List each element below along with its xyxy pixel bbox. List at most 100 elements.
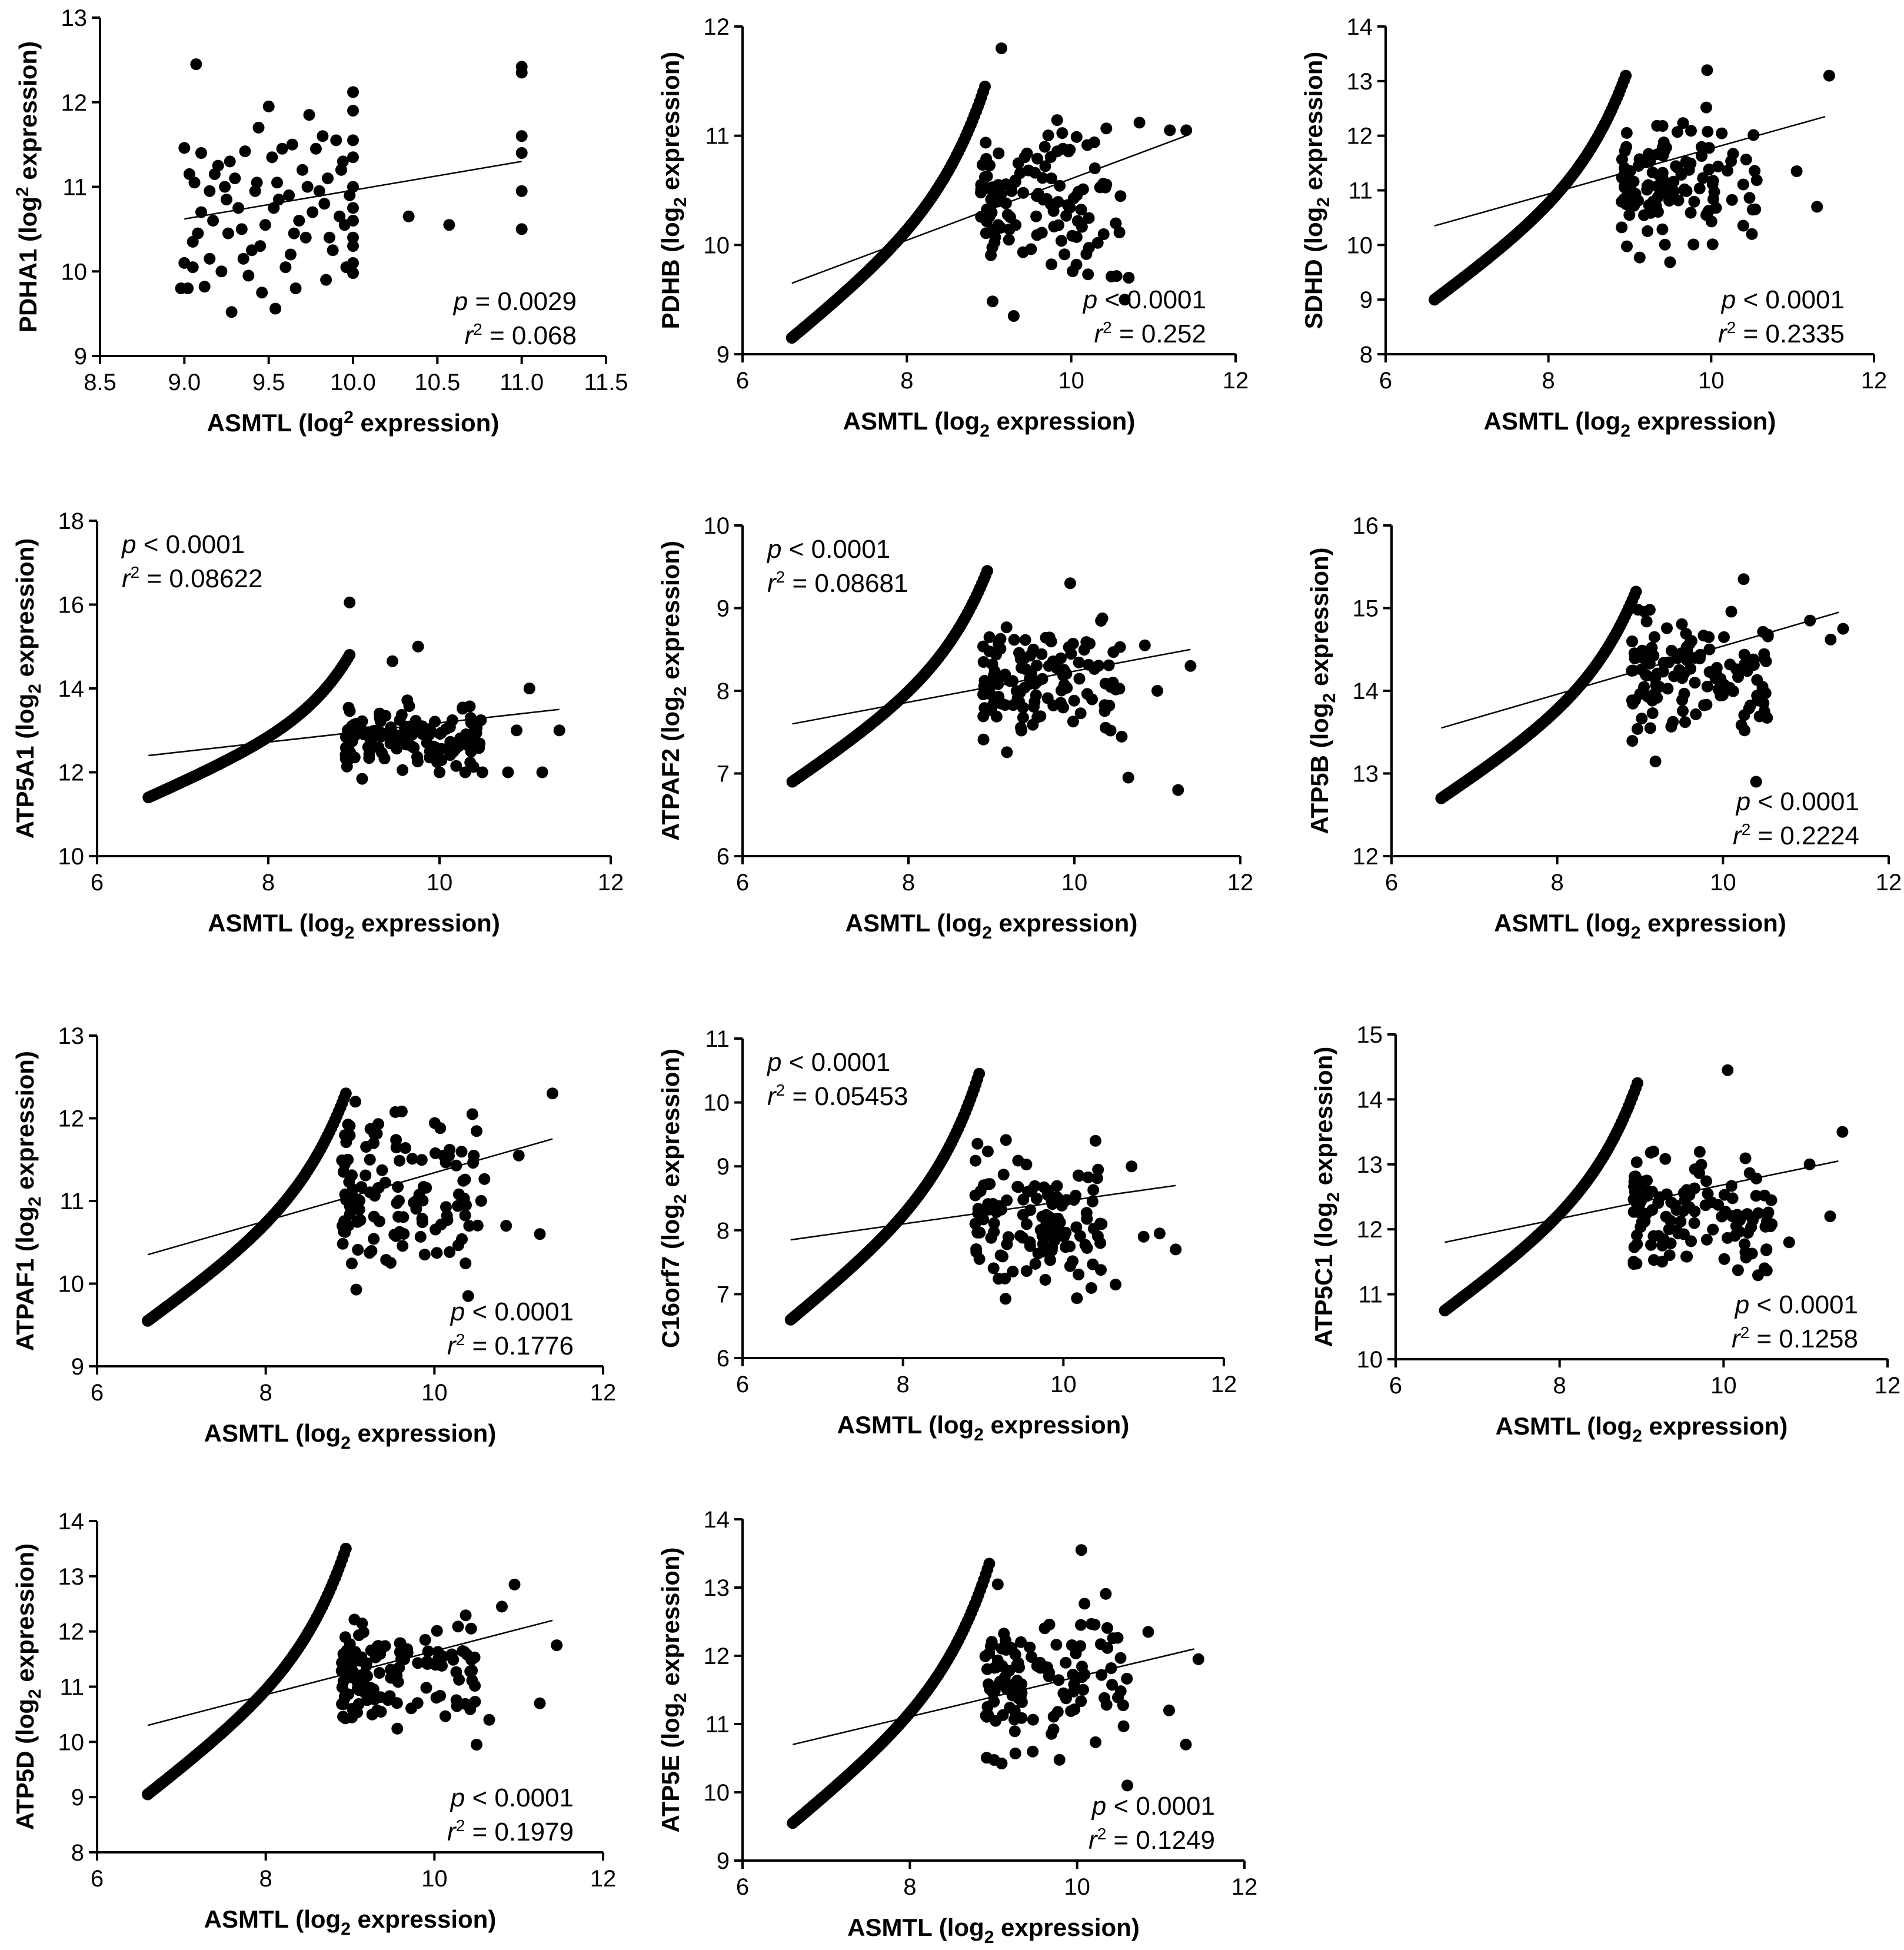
data-point [1007,1266,1019,1277]
data-point [356,715,368,727]
regression-line [791,135,1187,284]
data-point [502,766,514,778]
data-point [1068,1678,1080,1691]
data-point [397,764,409,776]
data-point [1759,1189,1770,1202]
y-tick-label: 11 [705,1712,730,1738]
data-point [361,1670,373,1682]
y-tick-label: 10 [61,259,88,285]
data-point [440,1201,452,1213]
r-squared-value: 0.1776 [494,1332,574,1360]
y-tick-label: 8 [71,1840,84,1866]
data-point [464,734,477,746]
data-point [1750,776,1762,788]
p-value: 0.0001 [1780,787,1859,816]
data-point [1071,1292,1083,1305]
data-point [1107,1632,1119,1645]
data-point [1100,122,1113,135]
data-point [1089,1134,1101,1147]
data-point [447,1653,460,1666]
y-axis-label: C16orf7 (log2 expression) [657,1049,690,1348]
data-point [1001,746,1013,758]
data-point [453,1673,465,1686]
data-point [1746,204,1759,216]
data-point [435,754,448,766]
y-tick-label: 8 [717,1218,730,1244]
data-point [401,694,414,707]
data-point [983,1558,996,1570]
p-operator: < [1736,285,1765,314]
y-tick-label: 9 [717,596,730,622]
data-point [1730,663,1742,675]
data-point [980,227,992,239]
r-symbol: r [1732,1325,1742,1353]
data-point [313,185,325,197]
data-point [450,1159,462,1172]
data-point [293,215,305,227]
regression-line [1444,1160,1839,1243]
data-point [1706,238,1719,251]
data-point [1641,1190,1653,1202]
data-point [988,1226,1000,1238]
data-point [1024,678,1036,690]
y-tick-label: 11 [1348,178,1373,204]
data-point [323,231,335,244]
data-point [1063,145,1074,158]
data-point [1626,635,1638,647]
data-point [393,1194,405,1207]
data-point [450,1694,462,1706]
data-point [1015,1636,1027,1648]
p-operator: < [781,1048,811,1077]
x-tick-label: 6 [91,1380,104,1406]
p-symbol: p [452,287,468,316]
y-tick-label: 11 [705,1026,730,1052]
x-axis-label: ASMTL (log2 expression) [1494,909,1786,943]
data-point [366,1708,378,1721]
data-point [1060,1692,1072,1705]
r-exponent: 2 [1727,318,1736,337]
data-point [437,1650,449,1663]
data-point [1740,1252,1752,1264]
data-point [430,1147,441,1159]
data-point [1087,1258,1099,1270]
data-point [1017,1209,1029,1221]
r-squared-value: 0.08681 [814,569,908,598]
data-point [475,714,487,726]
data-point [1673,664,1686,676]
data-point [973,1067,986,1080]
y-tick-label: 11 [59,1189,84,1214]
data-point [1758,706,1770,718]
data-point [1718,1189,1730,1201]
xlabel-text: ASMTL (log [1484,407,1621,435]
data-point [1645,1146,1657,1159]
y-tick-label: 11 [705,124,730,149]
r-squared-value: 0.1979 [494,1818,574,1846]
data-point [523,683,535,694]
data-point [356,1618,368,1629]
data-point [1688,1217,1700,1229]
data-point [1038,1622,1051,1635]
data-point [471,1219,484,1232]
data-point [1009,1748,1021,1759]
data-point [1659,238,1671,251]
data-point [1114,190,1127,202]
data-point [414,1230,427,1243]
p-value: 0.0001 [1765,285,1845,314]
p-operator: < [1106,1792,1136,1821]
data-point [1038,1181,1050,1193]
r-exponent: 2 [1742,820,1751,838]
r-operator: = [785,569,814,598]
data-point [984,1683,996,1695]
data-point [1060,668,1073,680]
data-point [1660,1188,1673,1200]
data-point [1016,661,1028,674]
y-axis-label: ATP5C1 (log2 expression) [1310,1047,1343,1347]
data-point [1693,1146,1706,1158]
r-squared-annotation: r2 = 0.1249 [1089,1825,1215,1855]
data-point [372,1640,384,1652]
data-point [1039,160,1051,172]
r-symbol: r [447,1332,457,1360]
p-operator: < [1749,1290,1779,1319]
